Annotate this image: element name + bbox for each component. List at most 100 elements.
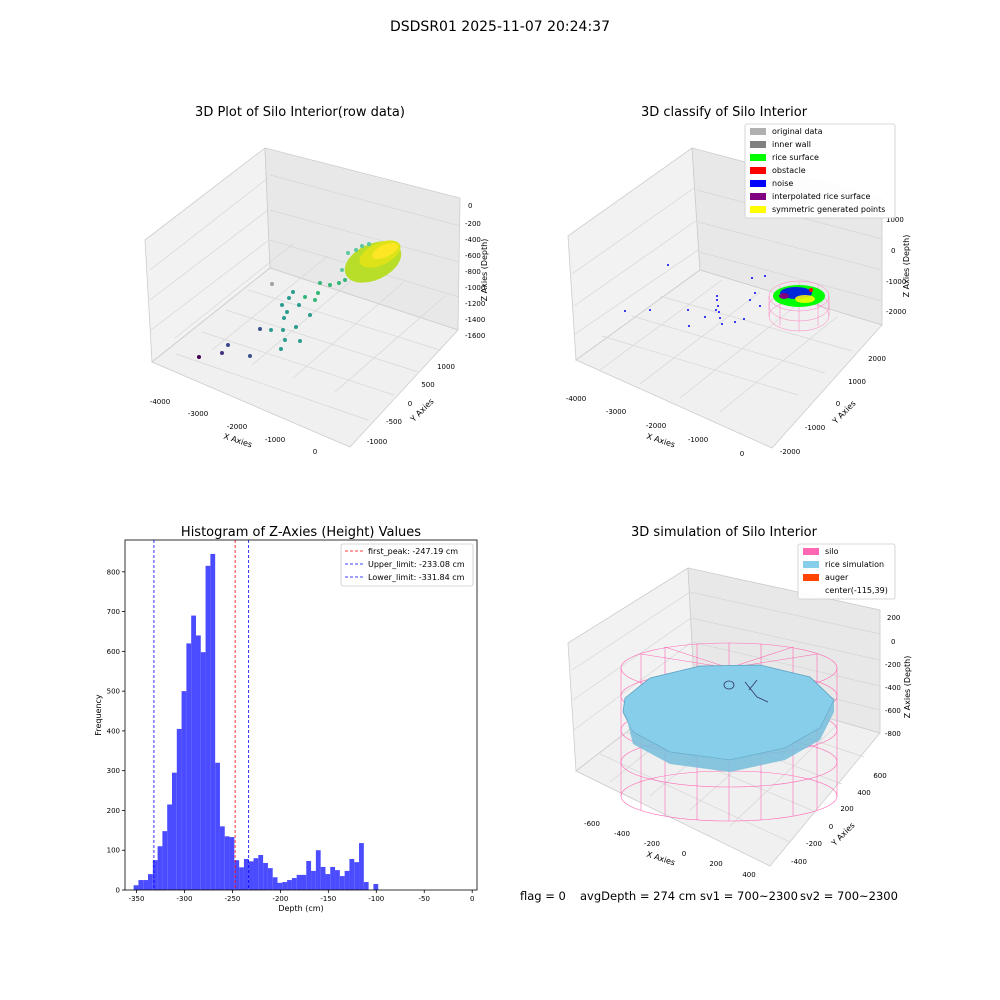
legend-swatch — [803, 574, 819, 581]
svg-text:0: 0 — [829, 823, 833, 831]
legend-label: inner wall — [772, 140, 811, 149]
svg-text:600: 600 — [873, 772, 886, 780]
hist-legend-label: first_peak: -247.19 cm — [368, 547, 458, 556]
svg-text:0: 0 — [740, 450, 744, 458]
hist-bar — [263, 862, 268, 890]
svg-text:-1000: -1000 — [367, 438, 387, 446]
panel4-legend: silo rice simulation auger center(-115,39) — [797, 543, 896, 600]
panel-simulation-3d: 3D simulation of Silo Interior -600 -400… — [567, 525, 912, 879]
hist-bar — [335, 870, 340, 890]
legend-swatch — [750, 154, 766, 161]
svg-text:200: 200 — [709, 860, 722, 868]
svg-text:-400: -400 — [791, 858, 807, 866]
hist-bar — [282, 882, 288, 890]
svg-text:-2000: -2000 — [227, 423, 247, 431]
hist-xtick-label: -150 — [320, 895, 336, 903]
panel3-title: Histogram of Z-Axies (Height) Values — [181, 525, 421, 540]
svg-text:200: 200 — [887, 614, 900, 622]
svg-text:-800: -800 — [885, 730, 901, 738]
panel-histogram: Histogram of Z-Axies (Height) Values -35… — [94, 525, 478, 913]
svg-text:-200: -200 — [465, 220, 481, 228]
hist-bar — [349, 858, 355, 890]
hist-plot-frame — [124, 539, 478, 891]
hist-bar — [219, 826, 225, 890]
hist-bar — [315, 850, 321, 890]
legend-swatch — [750, 128, 766, 135]
svg-text:-4000: -4000 — [150, 398, 170, 406]
hist-bar — [205, 565, 211, 890]
legend-label: rice simulation — [825, 560, 884, 569]
svg-text:-400: -400 — [885, 684, 901, 692]
svg-text:1000: 1000 — [848, 378, 866, 386]
hist-xtick-label: -250 — [224, 895, 240, 903]
legend-swatch — [750, 193, 766, 200]
legend-label: obstacle — [772, 166, 806, 175]
hist-bar — [344, 870, 350, 890]
avg-depth-text: avgDepth = 274 cm — [580, 889, 696, 903]
panel2-rice-cloud — [773, 285, 825, 307]
hist-bar — [234, 860, 240, 890]
svg-text:-1000: -1000 — [465, 284, 485, 292]
panel1-point-cloud — [197, 240, 402, 359]
hist-ytick-label: 300 — [107, 767, 120, 775]
hist-bar — [186, 643, 192, 890]
svg-text:-600: -600 — [885, 707, 901, 715]
svg-text:0: 0 — [313, 448, 317, 456]
panel-classify-3d: 3D classify of Silo Interior -4000 -3000… — [566, 105, 911, 458]
hist-bar — [195, 635, 201, 890]
panel4-xlabel: X Axies — [645, 850, 676, 868]
hist-bar — [363, 882, 369, 890]
hist-bar — [181, 691, 187, 890]
svg-text:-200: -200 — [885, 661, 901, 669]
svg-text:200: 200 — [840, 805, 853, 813]
panel2-title: 3D classify of Silo Interior — [641, 105, 808, 120]
hist-yticks: 0 100 200 300 400 500 600 700 800 — [107, 568, 125, 895]
hist-bar — [325, 874, 331, 890]
svg-text:500: 500 — [421, 381, 434, 389]
hist-bar — [354, 862, 360, 890]
hist-ytick-label: 700 — [107, 608, 120, 616]
legend-label: noise — [772, 179, 793, 188]
hist-bar — [143, 880, 149, 890]
hist-xlabel: Depth (cm) — [278, 904, 323, 913]
svg-text:0: 0 — [408, 400, 412, 408]
hist-bar — [248, 861, 254, 890]
panel4-auger — [723, 679, 769, 703]
hist-bar — [258, 855, 264, 890]
hist-xtick-label: -100 — [368, 895, 384, 903]
hist-ytick-label: 800 — [107, 568, 120, 576]
hist-bar — [296, 874, 302, 890]
legend-label: symmetric generated points — [772, 205, 885, 214]
hist-xticks: -350 -300 -250 -200 -150 -100 -50 0 — [129, 890, 474, 903]
hist-bar — [339, 876, 345, 890]
hist-legend: first_peak: -247.19 cm Upper_limit: -233.… — [340, 543, 474, 587]
svg-text:0: 0 — [682, 850, 686, 858]
hist-bar — [171, 772, 177, 890]
hist-bar — [224, 836, 230, 890]
hist-bar — [167, 804, 172, 890]
legend-label: original data — [772, 127, 823, 136]
svg-text:2000: 2000 — [868, 355, 886, 363]
panel4-title: 3D simulation of Silo Interior — [631, 525, 818, 540]
svg-text:-600: -600 — [584, 820, 600, 828]
hist-ytick-label: 0 — [116, 887, 120, 895]
svg-text:-2000: -2000 — [780, 448, 800, 456]
svg-text:-3000: -3000 — [606, 408, 626, 416]
panel4-zlabel: Z Axies (Depth) — [903, 656, 912, 719]
hist-bar — [138, 880, 144, 890]
svg-text:-800: -800 — [465, 268, 481, 276]
hist-bar — [148, 874, 153, 890]
hist-bar — [373, 884, 379, 890]
svg-text:-1000: -1000 — [805, 424, 825, 432]
svg-text:-1000: -1000 — [886, 278, 906, 286]
flag-text: flag = 0 — [520, 889, 566, 903]
hist-xtick-label: -50 — [419, 895, 430, 903]
svg-text:-500: -500 — [386, 418, 402, 426]
hist-legend-label: Upper_limit: -233.08 cm — [368, 560, 465, 569]
svg-text:-4000: -4000 — [566, 395, 586, 403]
hist-bar — [176, 728, 182, 890]
svg-text:0: 0 — [891, 247, 895, 255]
status-footer: flag = 0 avgDepth = 274 cm sv1 = 700~230… — [520, 889, 898, 903]
svg-text:-1200: -1200 — [465, 300, 485, 308]
svg-text:-2000: -2000 — [646, 422, 666, 430]
